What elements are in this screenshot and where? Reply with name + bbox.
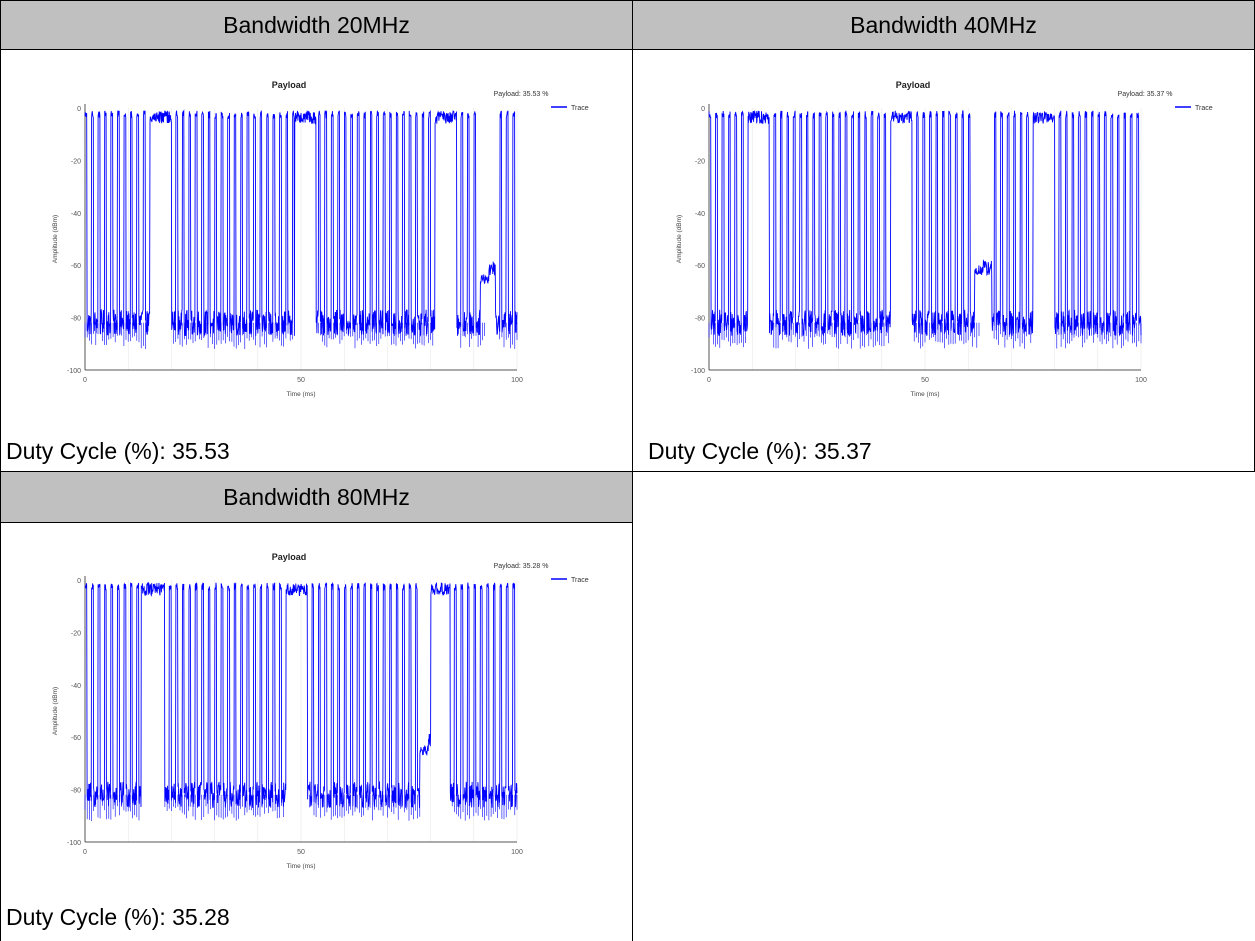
y-tick-label: -100 xyxy=(691,368,705,375)
table-left-border xyxy=(0,0,1,941)
panel-header-20mhz-label: Bandwidth 20MHz xyxy=(223,11,410,38)
x-tick-label: 50 xyxy=(297,377,305,384)
payload-annotation: Payload: 35.37 % xyxy=(1118,91,1173,98)
legend-label: Trace xyxy=(571,577,589,584)
x-axis-label: Time (ms) xyxy=(286,391,315,398)
chart-title: Payload xyxy=(272,552,307,562)
y-tick-label: 0 xyxy=(77,106,81,113)
y-tick-label: -20 xyxy=(695,158,705,165)
y-tick-label: -60 xyxy=(71,735,81,742)
trace-noise-dips xyxy=(84,322,518,349)
y-tick-label: -60 xyxy=(71,263,81,270)
x-axis-label: Time (ms) xyxy=(910,391,939,398)
table-middle-divider xyxy=(632,0,633,941)
y-tick-label: -20 xyxy=(71,630,81,637)
x-tick-label: 50 xyxy=(921,377,929,384)
y-tick-label: -60 xyxy=(695,263,705,270)
payload-annotation: Payload: 35.28 % xyxy=(494,563,549,570)
chart-title: Payload xyxy=(896,80,931,90)
x-tick-label: 50 xyxy=(297,849,305,856)
x-tick-label: 100 xyxy=(511,849,523,856)
y-tick-label: -40 xyxy=(695,211,705,218)
y-tick-label: -40 xyxy=(71,211,81,218)
duty-cycle-20mhz: Duty Cycle (%): 35.53 xyxy=(6,438,230,464)
y-tick-label: 0 xyxy=(77,578,81,585)
x-tick-label: 0 xyxy=(83,849,87,856)
y-tick-label: -80 xyxy=(71,788,81,795)
panel-header-20mhz: Bandwidth 20MHz xyxy=(1,1,632,50)
y-tick-label: -80 xyxy=(71,316,81,323)
y-tick-label: 0 xyxy=(701,106,705,113)
x-tick-label: 0 xyxy=(83,377,87,384)
legend: Trace xyxy=(551,577,589,584)
panel-header-40mhz-label: Bandwidth 40MHz xyxy=(850,11,1037,38)
y-tick-label: -100 xyxy=(67,840,81,847)
y-tick-label: -20 xyxy=(71,158,81,165)
payload-chart-40mhz: Payload Payload: 35.37 % Trace 0 -20 -40 -60 -8… xyxy=(676,80,1213,398)
y-tick-label: -40 xyxy=(71,683,81,690)
trace-noise-dips xyxy=(708,322,1142,349)
panel-header-40mhz: Bandwidth 40MHz xyxy=(633,1,1254,50)
y-axis-label: Amplitude (dBm) xyxy=(676,215,683,263)
x-tick-label: 100 xyxy=(511,377,523,384)
row-divider xyxy=(0,471,1255,472)
legend-label: Trace xyxy=(571,105,589,112)
table-top-border xyxy=(0,0,1255,1)
panel-header-80mhz-label: Bandwidth 80MHz xyxy=(223,483,410,510)
chart-title: Payload xyxy=(272,80,307,90)
x-tick-label: 100 xyxy=(1135,377,1147,384)
panel-header-80mhz: Bandwidth 80MHz xyxy=(1,472,632,523)
duty-cycle-80mhz: Duty Cycle (%): 35.28 xyxy=(6,904,230,930)
y-axis-label: Amplitude (dBm) xyxy=(52,215,59,263)
payload-chart-20mhz: Payload Payload: 35.53 % Trace 0 -20 -40 -60 -8… xyxy=(52,80,589,398)
legend: Trace xyxy=(551,105,589,112)
payload-chart-80mhz: Payload Payload: 35.28 % Trace 0 -20 -40 -60 -8… xyxy=(52,552,589,870)
trace-line xyxy=(84,109,518,338)
trace-line xyxy=(708,110,1142,336)
x-tick-label: 0 xyxy=(707,377,711,384)
legend: Trace xyxy=(1175,105,1213,112)
x-axis-label: Time (ms) xyxy=(286,863,315,870)
legend-label: Trace xyxy=(1195,105,1213,112)
y-axis-label: Amplitude (dBm) xyxy=(52,687,59,735)
trace-noise-dips xyxy=(84,794,518,821)
y-tick-label: -80 xyxy=(695,316,705,323)
trace-line xyxy=(84,581,518,808)
payload-annotation: Payload: 35.53 % xyxy=(494,91,549,98)
duty-cycle-40mhz: Duty Cycle (%): 35.37 xyxy=(648,438,872,464)
y-tick-label: -100 xyxy=(67,368,81,375)
